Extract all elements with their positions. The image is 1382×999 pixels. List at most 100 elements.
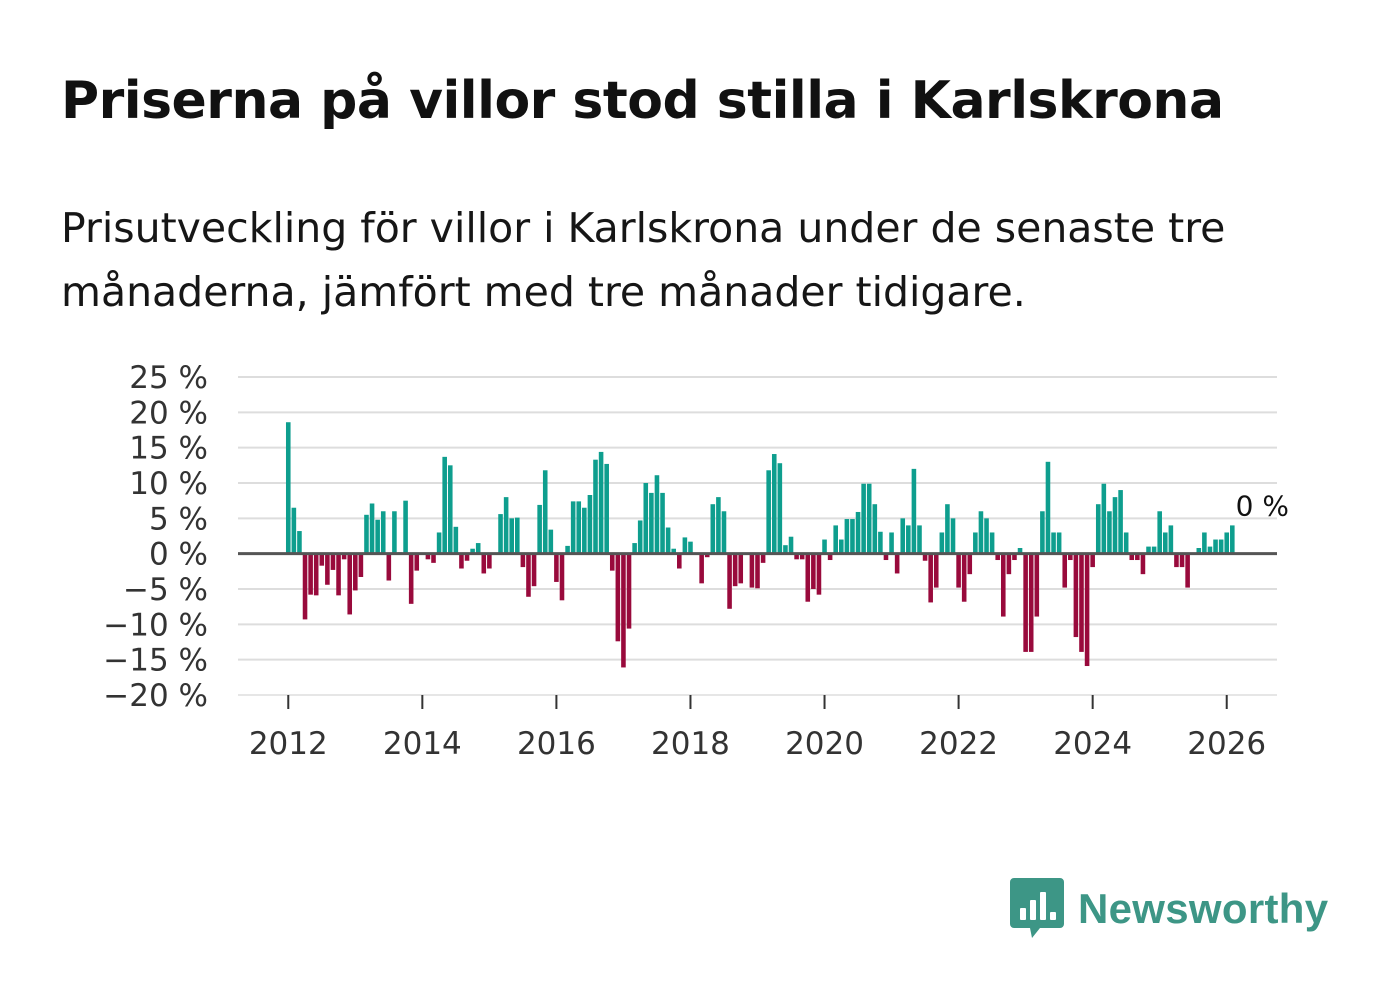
bar bbox=[855, 511, 861, 554]
bar bbox=[537, 504, 542, 554]
bar bbox=[794, 553, 799, 560]
bar bbox=[805, 553, 811, 602]
bar bbox=[1185, 553, 1190, 588]
bar bbox=[749, 553, 755, 588]
bar bbox=[1012, 553, 1017, 561]
bar bbox=[347, 553, 353, 615]
bar bbox=[933, 553, 939, 588]
bar bbox=[760, 553, 766, 563]
bar bbox=[984, 518, 989, 554]
y-tick-label: −20 % bbox=[103, 678, 208, 714]
y-tick-label: 0 % bbox=[149, 537, 208, 573]
bar bbox=[380, 511, 386, 554]
bar bbox=[1162, 532, 1168, 554]
bar bbox=[1118, 490, 1123, 554]
bar bbox=[1218, 539, 1224, 554]
x-tick-label: 2014 bbox=[383, 726, 462, 762]
bar bbox=[503, 497, 509, 554]
bar bbox=[1224, 532, 1230, 554]
bar bbox=[799, 553, 805, 560]
bar bbox=[989, 532, 995, 554]
bar bbox=[1140, 553, 1146, 575]
bar bbox=[632, 543, 637, 554]
bar bbox=[487, 553, 492, 569]
chart-title: Priserna på villor stod stilla i Karlskr… bbox=[61, 71, 1224, 131]
bar bbox=[844, 519, 850, 554]
bar bbox=[285, 422, 291, 554]
brand-name: Newsworthy bbox=[1078, 885, 1329, 932]
bar bbox=[408, 553, 414, 604]
bar bbox=[604, 463, 609, 554]
bar bbox=[878, 531, 883, 554]
bar bbox=[403, 500, 408, 554]
bar bbox=[302, 553, 308, 620]
bar bbox=[1207, 546, 1213, 554]
bar bbox=[459, 553, 464, 569]
x-tick-label: 2016 bbox=[517, 726, 596, 762]
bar bbox=[436, 532, 442, 554]
bar bbox=[308, 553, 313, 595]
bar bbox=[1095, 504, 1101, 554]
bar bbox=[1006, 553, 1012, 575]
x-tick-label: 2018 bbox=[651, 726, 730, 762]
bar bbox=[297, 531, 302, 554]
bar bbox=[777, 463, 783, 554]
bar bbox=[1123, 532, 1129, 554]
y-tick-label: 5 % bbox=[149, 501, 208, 537]
bar bbox=[973, 532, 978, 554]
bar bbox=[481, 553, 487, 574]
bar bbox=[431, 553, 436, 563]
bar bbox=[1090, 553, 1095, 568]
x-axis-ticks: 2012 2014 2016 2018 2020 2022 2024 2026 bbox=[238, 694, 1277, 762]
bar bbox=[576, 501, 582, 554]
bars bbox=[285, 422, 1235, 668]
bar bbox=[548, 529, 554, 554]
bar bbox=[704, 553, 710, 558]
bar bbox=[386, 553, 392, 581]
bar bbox=[554, 553, 559, 582]
bar bbox=[866, 483, 872, 554]
bar bbox=[922, 553, 928, 561]
bar bbox=[1157, 511, 1162, 554]
bar bbox=[1028, 553, 1034, 652]
bar bbox=[643, 483, 649, 554]
bar bbox=[816, 553, 822, 595]
bar bbox=[755, 553, 760, 589]
bar bbox=[621, 553, 626, 668]
bar bbox=[1045, 461, 1051, 554]
bar bbox=[358, 553, 364, 577]
bar bbox=[626, 553, 632, 629]
y-tick-label: 15 % bbox=[129, 431, 208, 467]
bar bbox=[637, 520, 643, 554]
bar bbox=[526, 553, 531, 597]
bar bbox=[738, 553, 744, 584]
bar bbox=[827, 553, 833, 561]
y-tick-label: −15 % bbox=[103, 643, 208, 679]
bar bbox=[900, 518, 906, 554]
bar bbox=[911, 468, 917, 554]
bar bbox=[788, 536, 794, 554]
bar bbox=[872, 504, 878, 554]
bar bbox=[341, 553, 347, 560]
bar bbox=[598, 451, 604, 554]
bar bbox=[710, 504, 716, 554]
bar bbox=[1112, 497, 1118, 554]
bar bbox=[654, 475, 660, 554]
bar bbox=[928, 553, 933, 603]
y-tick-label: 10 % bbox=[129, 466, 208, 502]
annotations: 0 % bbox=[1236, 489, 1289, 522]
bar bbox=[1000, 553, 1006, 617]
bar bbox=[822, 539, 827, 554]
bar bbox=[967, 553, 973, 575]
bar bbox=[978, 511, 984, 554]
bar bbox=[1068, 553, 1073, 561]
bar bbox=[291, 507, 297, 554]
bar bbox=[649, 492, 654, 554]
bar bbox=[1079, 553, 1084, 652]
bar bbox=[1196, 548, 1202, 554]
y-tick-label: 25 % bbox=[129, 360, 208, 396]
bar bbox=[515, 517, 520, 554]
bar bbox=[475, 543, 481, 554]
bar bbox=[839, 539, 844, 554]
bar bbox=[609, 553, 615, 571]
